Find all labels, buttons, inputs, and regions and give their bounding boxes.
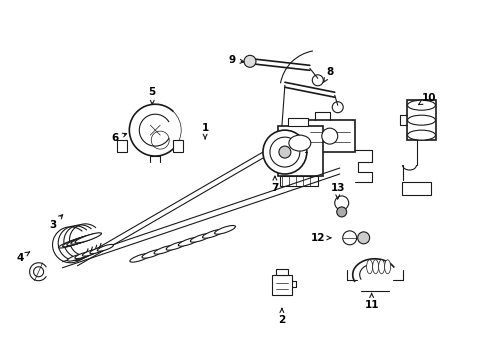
Ellipse shape <box>407 100 435 110</box>
Ellipse shape <box>62 235 95 247</box>
Text: 11: 11 <box>364 293 378 310</box>
Text: 10: 10 <box>418 93 436 105</box>
Ellipse shape <box>366 260 372 274</box>
Ellipse shape <box>214 225 235 234</box>
Circle shape <box>269 137 299 167</box>
Polygon shape <box>173 140 183 152</box>
Ellipse shape <box>178 238 199 246</box>
Ellipse shape <box>202 229 223 238</box>
Polygon shape <box>401 182 430 195</box>
Ellipse shape <box>130 253 150 262</box>
Ellipse shape <box>154 246 175 254</box>
Ellipse shape <box>190 234 211 242</box>
Circle shape <box>321 128 337 144</box>
Text: 8: 8 <box>323 67 333 82</box>
Circle shape <box>278 146 290 158</box>
Polygon shape <box>271 275 291 295</box>
Text: 12: 12 <box>310 233 330 243</box>
Ellipse shape <box>59 235 92 248</box>
Ellipse shape <box>384 260 390 274</box>
Ellipse shape <box>378 260 384 274</box>
Ellipse shape <box>97 244 113 251</box>
Polygon shape <box>279 176 317 186</box>
Circle shape <box>336 207 346 217</box>
Polygon shape <box>406 100 436 140</box>
Ellipse shape <box>407 115 435 125</box>
Ellipse shape <box>75 233 102 243</box>
Polygon shape <box>304 120 354 152</box>
Ellipse shape <box>67 255 83 261</box>
Ellipse shape <box>75 252 91 258</box>
Ellipse shape <box>66 234 97 246</box>
Polygon shape <box>277 126 322 176</box>
Text: 4: 4 <box>17 252 30 263</box>
Text: 7: 7 <box>271 176 278 193</box>
Ellipse shape <box>90 247 106 254</box>
Text: 1: 1 <box>201 123 208 139</box>
Text: 3: 3 <box>49 215 62 230</box>
Text: 9: 9 <box>228 55 244 66</box>
Circle shape <box>244 55 255 67</box>
Ellipse shape <box>372 260 378 274</box>
Ellipse shape <box>288 135 310 151</box>
Circle shape <box>357 232 369 244</box>
Polygon shape <box>287 118 307 126</box>
Polygon shape <box>275 269 287 275</box>
Ellipse shape <box>166 242 187 250</box>
Circle shape <box>263 130 306 174</box>
Text: 13: 13 <box>330 183 344 199</box>
Text: 2: 2 <box>278 309 285 325</box>
Ellipse shape <box>142 249 163 258</box>
Ellipse shape <box>71 234 99 244</box>
Polygon shape <box>117 140 127 152</box>
Text: 6: 6 <box>112 133 126 143</box>
Ellipse shape <box>82 249 98 256</box>
Ellipse shape <box>407 130 435 140</box>
Text: 5: 5 <box>148 87 156 104</box>
